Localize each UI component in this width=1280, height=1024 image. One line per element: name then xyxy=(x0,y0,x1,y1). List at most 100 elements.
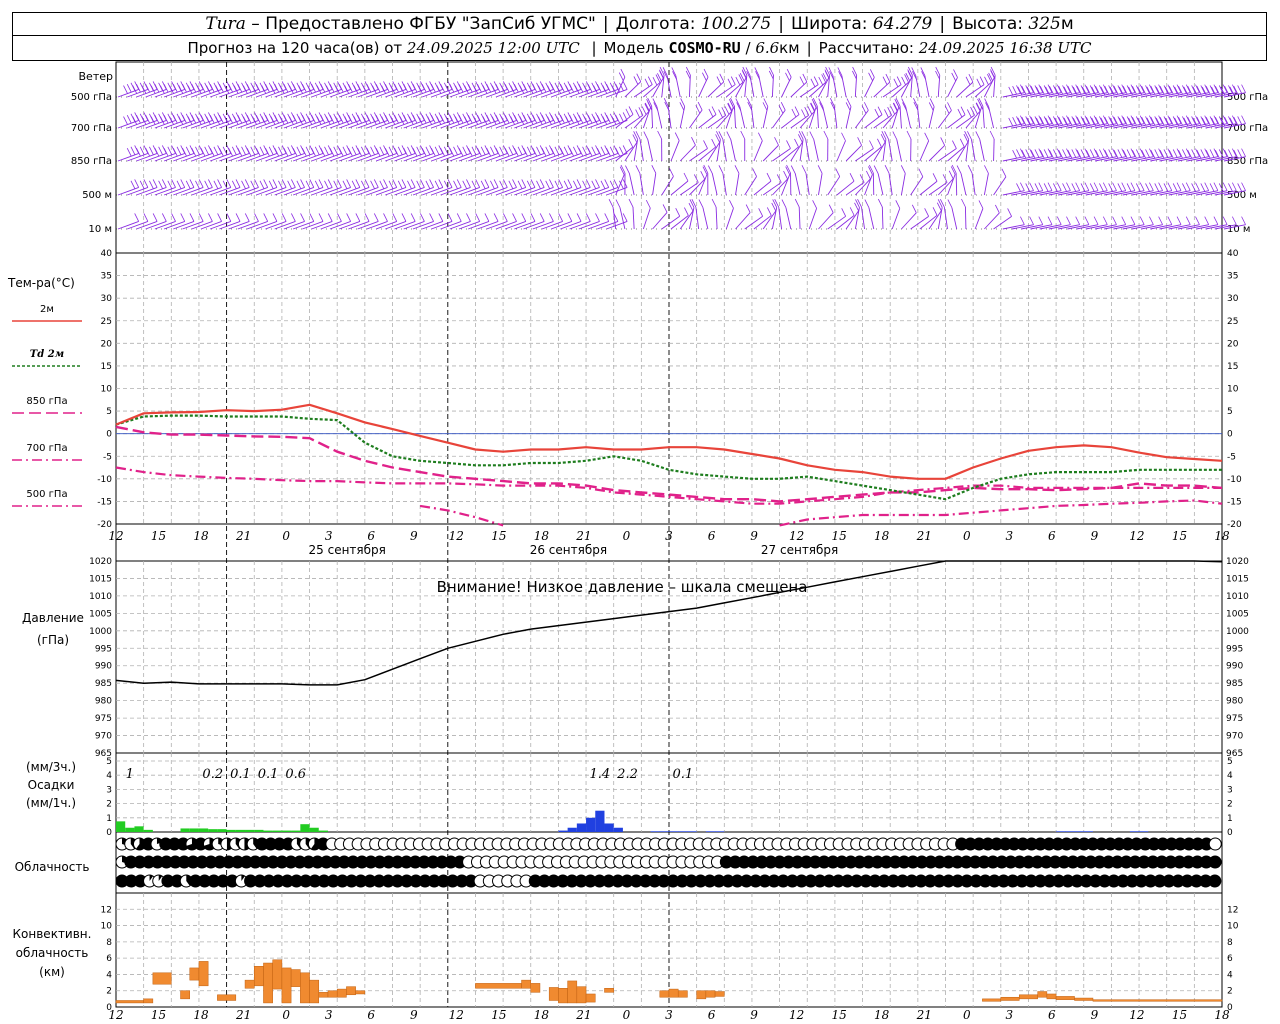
temp-tick-left: -15 xyxy=(97,497,112,507)
wind-barb-feather xyxy=(895,200,901,209)
wind-barb-feather xyxy=(662,204,668,213)
wind-barb-feather xyxy=(495,147,501,157)
wind-barb-feather xyxy=(141,85,147,94)
wind-barb-shaft xyxy=(1113,224,1136,230)
cloud-symbol-fill xyxy=(320,856,333,868)
wind-barb-feather xyxy=(357,83,363,93)
wind-barb-feather xyxy=(1102,115,1108,124)
wind-barb-shaft xyxy=(1076,156,1099,162)
wind-barb-feather xyxy=(726,131,732,140)
wind-barb-feather xyxy=(454,116,460,125)
wind-barb-feather xyxy=(397,146,403,155)
cloud-symbol-fill xyxy=(844,856,857,868)
cloud-symbol-fill xyxy=(906,856,919,868)
conv-cloud-bar xyxy=(585,993,596,1003)
wind-barb-feather xyxy=(558,179,563,188)
wind-barb-shaft xyxy=(375,221,397,230)
conv-cloud-bar xyxy=(1037,991,1048,998)
wind-barb-feather xyxy=(615,199,621,208)
wind-barb-feather xyxy=(604,179,610,188)
temp-legend-label: 2м xyxy=(40,304,54,315)
cloud-symbol-fill xyxy=(400,875,413,887)
wind-barb-feather xyxy=(947,102,952,111)
wind-barb-feather xyxy=(1025,85,1031,94)
wind-barb-shaft xyxy=(639,173,644,196)
wind-barb-feather xyxy=(975,102,981,112)
wind-barb-feather xyxy=(818,76,824,86)
wind-barb-shaft xyxy=(329,153,351,162)
precip-sum-label: 1.4 xyxy=(590,767,611,782)
wind-barb-feather xyxy=(1150,86,1156,95)
wind-barb-feather xyxy=(265,83,270,93)
wind-barb-feather xyxy=(456,179,462,188)
conv-tick-right: 12 xyxy=(1227,905,1238,915)
wind-barb-shaft xyxy=(458,221,480,230)
wind-barb-feather xyxy=(1165,117,1170,127)
precip-shower-bar xyxy=(567,827,577,832)
wind-barb-feather xyxy=(209,147,215,157)
wind-barb-feather xyxy=(161,179,167,188)
conv-cloud-bar xyxy=(336,988,347,998)
wind-barb-feather xyxy=(988,72,993,82)
wind-barb-shaft xyxy=(855,148,874,162)
wind-barb-feather xyxy=(802,73,808,83)
wind-barb-feather xyxy=(609,180,615,189)
wind-barb-feather xyxy=(1163,85,1169,94)
cloud-symbol-fill xyxy=(207,875,220,887)
wind-barb-shaft xyxy=(1085,224,1108,230)
cloud-symbol-fill xyxy=(1093,856,1106,868)
hour-tick-bottom: 12 xyxy=(789,1008,804,1022)
wind-barb-feather xyxy=(691,198,697,208)
wind-barb-feather xyxy=(370,146,375,155)
wind-barb-shaft xyxy=(1113,190,1136,196)
precip-rain-bar xyxy=(208,829,218,832)
wind-barb-shaft xyxy=(449,187,471,196)
wind-barb-shaft xyxy=(628,173,635,196)
wind-barb-shaft xyxy=(366,153,388,162)
wind-barb-feather xyxy=(123,85,128,94)
wind-barb-feather xyxy=(746,71,752,80)
wind-barb-feather xyxy=(425,180,431,189)
wind-barb-feather xyxy=(132,116,138,125)
wind-barb-feather xyxy=(1237,183,1243,192)
wind-barb-feather xyxy=(653,102,659,111)
wind-barb-feather xyxy=(412,114,418,124)
cloud-symbol-fill xyxy=(942,856,955,868)
hour-tick-mid: 6 xyxy=(367,529,375,543)
wind-barb-feather xyxy=(427,116,433,125)
wind-barb-feather xyxy=(217,213,222,222)
wind-barb-feather xyxy=(1213,216,1219,225)
wind-barb-shaft xyxy=(1002,156,1025,162)
wind-barb-feather xyxy=(1034,149,1040,158)
wind-barb-feather xyxy=(1118,86,1124,96)
wind-barb-feather xyxy=(1043,183,1049,192)
hour-tick-bottom: 15 xyxy=(832,1008,847,1022)
wind-barb-feather xyxy=(418,85,423,94)
wind-barb-feather xyxy=(810,102,816,112)
cloud-symbol-fill xyxy=(222,856,235,868)
wind-barb-shaft xyxy=(919,140,930,162)
cloud-symbol-fill xyxy=(1015,875,1028,887)
pressure-tick-left: 970 xyxy=(95,732,112,742)
wind-barb-feather xyxy=(1174,86,1179,96)
wind-barb-shaft xyxy=(1223,92,1246,98)
cloud-symbol-fill xyxy=(435,856,448,868)
temp-tick-right: 30 xyxy=(1227,294,1239,304)
wind-barb-feather xyxy=(1135,85,1141,94)
wind-barb-feather xyxy=(1211,117,1216,127)
wind-barb-shaft xyxy=(864,114,883,129)
wind-barb-shaft xyxy=(440,187,462,196)
wind-barb-shaft xyxy=(311,187,333,196)
wind-barb-feather xyxy=(1016,85,1021,94)
wind-barb-feather xyxy=(719,73,725,82)
wind-barb-shaft xyxy=(339,153,361,162)
wind-barb-feather xyxy=(502,213,508,222)
wind-barb-feather xyxy=(222,146,228,155)
wind-barb-feather xyxy=(880,133,886,143)
latitude-label: Широта: xyxy=(791,14,868,34)
cloud-symbol-fill xyxy=(275,856,288,868)
wind-barb-feather xyxy=(502,179,508,188)
hour-tick-bottom: 6 xyxy=(708,1008,716,1022)
pressure-tick-right: 985 xyxy=(1226,679,1243,689)
cloud-symbol-fill xyxy=(464,875,477,887)
